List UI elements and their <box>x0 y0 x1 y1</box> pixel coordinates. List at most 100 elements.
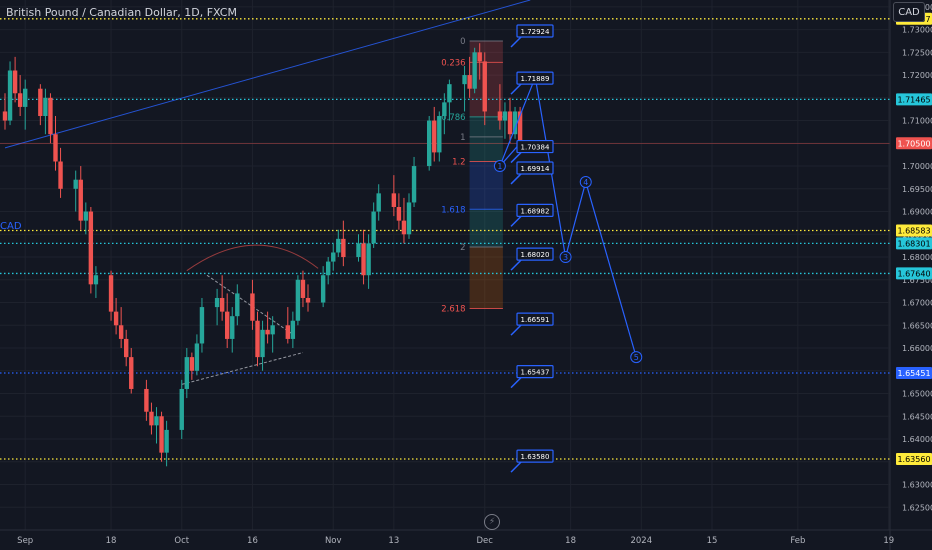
candle-body <box>108 275 114 312</box>
price-tick-label: 1.63000 <box>902 481 932 490</box>
candle-body <box>290 320 296 339</box>
candle-body <box>432 120 437 153</box>
candle-body <box>179 388 184 430</box>
candle-body <box>53 134 58 162</box>
candle-body <box>411 166 417 203</box>
level-price-tag-label: 1.65451 <box>897 369 930 378</box>
price-tick-label: 1.65000 <box>902 390 932 399</box>
grid <box>0 0 890 530</box>
candle-body <box>260 329 265 358</box>
callout-label: 1.71889 <box>521 75 550 83</box>
callout-box <box>516 449 554 463</box>
candle-body <box>305 297 311 303</box>
level-price-tag <box>896 137 932 150</box>
trend-line-channel <box>4 0 531 149</box>
candle-body <box>235 293 240 317</box>
candle-body <box>73 179 78 189</box>
price-tick-label: 1.68000 <box>902 253 932 262</box>
time-tick-label: 2024 <box>630 536 652 546</box>
candle-body <box>376 193 381 212</box>
callout-box <box>516 24 554 38</box>
callout-pointer <box>510 377 522 389</box>
arc-drawing <box>186 244 319 272</box>
price-tick-label: 1.69000 <box>902 208 932 217</box>
fib-level-label: 1.2 <box>452 158 466 168</box>
level-price-tag-label: 1.63560 <box>897 455 930 464</box>
candle-body <box>2 111 8 121</box>
level-price-tag <box>896 367 932 380</box>
candle-body <box>462 75 467 85</box>
callout-pointer <box>510 36 522 48</box>
candle-body <box>336 238 341 253</box>
price-tick-label: 1.72000 <box>902 71 932 80</box>
candle-body <box>472 52 477 89</box>
price-tick-label: 1.73000 <box>902 26 932 35</box>
candle-body <box>230 316 235 339</box>
candle-body <box>194 343 200 371</box>
candle-body <box>507 111 513 135</box>
candle-body <box>437 116 442 153</box>
price-callouts: 1.72924 1.71889 1.70384 1.69914 1.68982 1.680… <box>510 24 554 473</box>
candle-body <box>477 52 482 62</box>
callout-pointer <box>510 152 522 164</box>
level-price-tag-label: 1.67640 <box>897 269 930 278</box>
chart-title: British Pound / Canadian Dollar, 1D, FXC… <box>6 6 237 19</box>
currency-button[interactable]: CAD <box>893 2 925 22</box>
callout-box <box>516 139 554 154</box>
candles <box>2 43 523 467</box>
candle-body <box>113 311 119 326</box>
callout-pointer <box>510 461 522 473</box>
level-price-tag <box>896 453 932 466</box>
time-tick-label: 16 <box>247 536 258 546</box>
price-tick-label: 1.71000 <box>902 117 932 126</box>
candle-body <box>189 357 195 371</box>
candle-body <box>366 243 371 276</box>
time-tick-label: Sep <box>17 536 33 546</box>
candle-body <box>83 211 88 221</box>
fib-level-label: 2 <box>460 243 465 253</box>
wave-marker <box>493 160 506 173</box>
candle-body <box>255 320 260 358</box>
candle-body <box>467 75 472 89</box>
price-tick-label: 1.64500 <box>902 412 932 421</box>
wedge-line-upper <box>206 274 294 335</box>
candle-body <box>482 61 487 112</box>
level-price-tag <box>896 237 932 250</box>
callout-label: 1.66591 <box>521 316 550 324</box>
fib-zone <box>469 136 503 162</box>
callout-box <box>516 71 554 85</box>
candle-body <box>250 293 255 321</box>
candle-body <box>12 70 18 94</box>
candle-body <box>502 111 508 121</box>
candle-body <box>225 311 230 339</box>
candle-body <box>497 111 503 121</box>
candle-body <box>43 97 48 117</box>
time-axis: Sep18Oct16Nov13Dec18202415Feb19Mar <box>0 529 932 546</box>
level-price-tag-label: 1.70500 <box>897 139 930 148</box>
candle-body <box>88 211 94 285</box>
candle-body <box>124 338 129 358</box>
lightning-icon[interactable]: ⚡ <box>484 514 500 530</box>
price-axis: 1.735001.730001.725001.720001.715001.710… <box>889 0 932 550</box>
fib-zone <box>469 116 503 137</box>
fib-level-label: 0.786 <box>441 113 465 123</box>
candle-body <box>129 357 134 389</box>
candle-body <box>341 238 346 258</box>
candle-body <box>270 325 275 335</box>
candle-body <box>58 161 63 189</box>
callout-pointer <box>510 215 522 227</box>
price-tick-label: 1.70000 <box>902 162 932 171</box>
callout-label: 1.72924 <box>521 28 550 36</box>
fib-level-label: 0.236 <box>441 58 465 68</box>
candle-body <box>164 429 169 453</box>
wedge-line-lower <box>181 352 304 385</box>
series-side-label: CAD <box>0 221 22 232</box>
fib-zone <box>469 209 503 248</box>
candle-body <box>149 411 154 426</box>
wave-label: 3 <box>563 253 568 262</box>
candle-body <box>199 307 205 344</box>
fib-level-label: 0 <box>460 37 465 47</box>
fib-zone <box>469 247 503 309</box>
candle-body <box>7 70 13 121</box>
